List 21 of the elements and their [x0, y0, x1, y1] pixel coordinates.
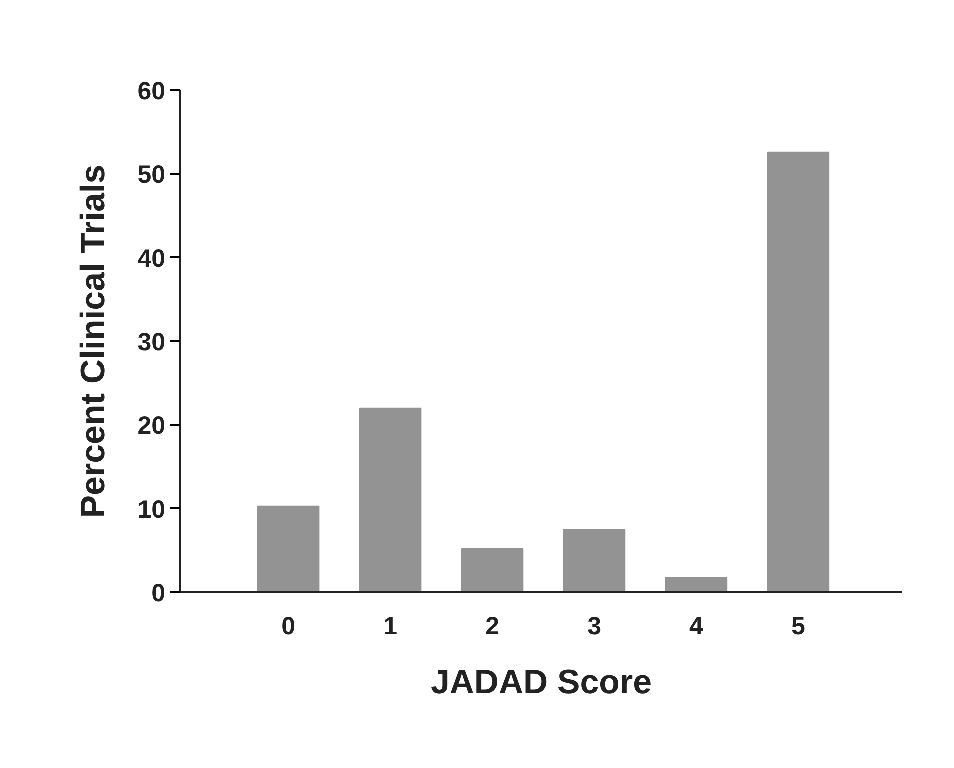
x-tick-label: 0 — [282, 612, 296, 640]
bar — [767, 152, 830, 592]
x-tick-label: 4 — [690, 612, 704, 640]
x-tick-label: 3 — [588, 612, 602, 640]
x-tick-label: 2 — [486, 612, 500, 640]
y-tick-label: 40 — [138, 244, 166, 273]
y-tick-label: 10 — [138, 496, 166, 524]
y-tick-label: 30 — [138, 328, 166, 356]
x-tick-label: 1 — [384, 612, 398, 640]
bar — [563, 529, 626, 592]
y-tick-label: 50 — [138, 161, 166, 190]
bar — [258, 506, 320, 592]
y-tick-label: 60 — [138, 78, 166, 106]
x-tick-label: 5 — [792, 612, 806, 640]
y-tick-label: 20 — [138, 412, 166, 440]
y-axis-title: Percent Clinical Trials — [74, 164, 113, 518]
x-axis-title: JADAD Score — [430, 664, 652, 702]
y-tick-label: 0 — [152, 580, 166, 608]
bar — [359, 408, 422, 592]
bar — [665, 576, 728, 592]
bar — [461, 548, 524, 592]
